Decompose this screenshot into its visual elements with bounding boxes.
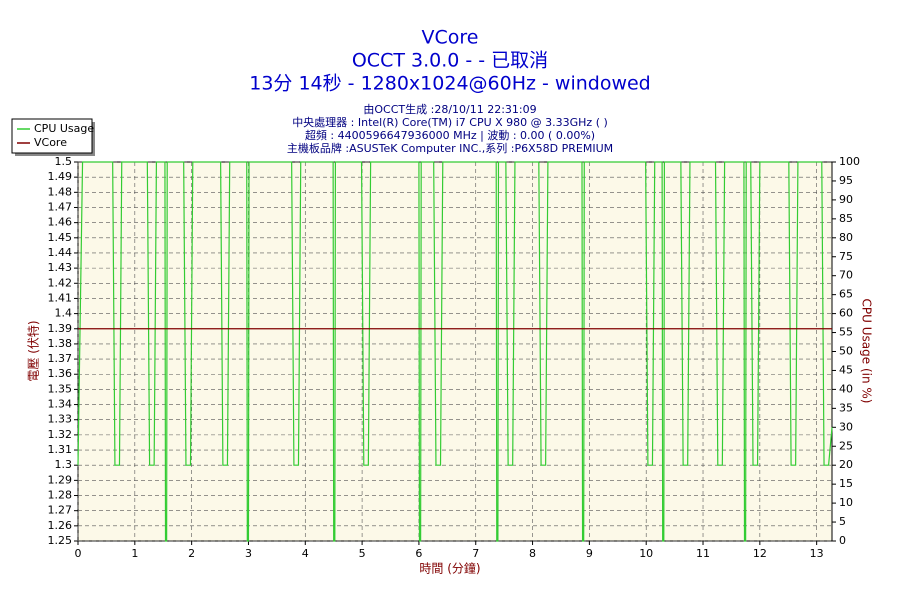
y-tick-label: 1.36 xyxy=(48,367,73,380)
y-tick-label: 1.44 xyxy=(48,246,73,259)
info-line: 由OCCT生成 :28/10/11 22:31:09 xyxy=(363,102,536,116)
y-tick-label: 1.33 xyxy=(48,413,73,426)
y-tick-label: 1.37 xyxy=(48,352,73,365)
x-tick-label: 7 xyxy=(472,547,479,560)
legend-box xyxy=(11,118,93,154)
y-tick-label: 1.48 xyxy=(48,185,73,198)
y2-tick-label: 70 xyxy=(839,269,853,282)
x-tick-label: 1 xyxy=(131,547,138,560)
plot-area xyxy=(77,161,833,542)
y2-tick-label: 5 xyxy=(839,515,846,528)
y-tick-label: 1.32 xyxy=(48,428,73,441)
info-line: 主機板品牌 :ASUSTeK Computer INC.,系列 :P6X58D … xyxy=(287,141,613,155)
y-tick-label: 1.49 xyxy=(48,170,73,183)
x-tick-label: 5 xyxy=(359,547,366,560)
y-tick-label: 1.31 xyxy=(48,443,73,456)
y-tick-label: 1.3 xyxy=(55,458,73,471)
y2-tick-label: 55 xyxy=(839,326,853,339)
x-axis-label: 時間 (分鐘) xyxy=(419,561,480,576)
chart-subtitle: OCCT 3.0.0 - - 已取消 xyxy=(352,50,548,72)
x-tick-label: 2 xyxy=(188,547,195,560)
y-tick-label: 1.5 xyxy=(55,155,73,168)
y-tick-label: 1.27 xyxy=(48,504,73,517)
y-tick-label: 1.29 xyxy=(48,473,73,486)
chart-subtitle: 13分 14秒 - 1280x1024@60Hz - windowed xyxy=(249,73,651,95)
y-tick-label: 1.39 xyxy=(48,322,73,335)
y-tick-label: 1.34 xyxy=(48,398,73,411)
x-tick-label: 3 xyxy=(245,547,252,560)
y-tick-label: 1.26 xyxy=(48,519,73,532)
x-tick-label: 9 xyxy=(586,547,593,560)
y2-axis-label: CPU Usage (in %) xyxy=(860,299,874,404)
y-tick-label: 1.41 xyxy=(48,291,73,304)
y2-tick-label: 10 xyxy=(839,496,853,509)
y2-tick-label: 50 xyxy=(839,345,853,358)
y2-tick-label: 30 xyxy=(839,420,853,433)
y-tick-label: 1.28 xyxy=(48,489,73,502)
y2-tick-label: 90 xyxy=(839,193,853,206)
y2-tick-label: 85 xyxy=(839,212,853,225)
legend-label: CPU Usage xyxy=(34,122,94,135)
series-line xyxy=(77,161,833,542)
info-line: 超頻 : 4400596647936000 MHz | 波動 : 0.00 ( … xyxy=(305,128,595,142)
y-tick-label: 1.46 xyxy=(48,216,73,229)
x-tick-label: 0 xyxy=(75,547,82,560)
y2-tick-label: 0 xyxy=(839,534,846,547)
x-tick-label: 12 xyxy=(753,547,767,560)
chart-title: VCore xyxy=(422,27,479,49)
x-tick-label: 11 xyxy=(696,547,710,560)
y-tick-label: 1.4 xyxy=(55,307,73,320)
x-tick-label: 8 xyxy=(529,547,536,560)
y2-tick-label: 95 xyxy=(839,174,853,187)
y-tick-label: 1.45 xyxy=(48,231,73,244)
y-tick-label: 1.38 xyxy=(48,337,73,350)
y-tick-label: 1.35 xyxy=(48,382,73,395)
info-line: 中央處理器 : Intel(R) Core(TM) i7 CPU X 980 @… xyxy=(292,115,608,129)
y2-tick-label: 35 xyxy=(839,401,853,414)
y2-tick-label: 25 xyxy=(839,439,853,452)
x-tick-label: 13 xyxy=(810,547,824,560)
y-tick-label: 1.43 xyxy=(48,261,73,274)
y-tick-label: 1.25 xyxy=(48,534,73,547)
x-tick-label: 10 xyxy=(639,547,653,560)
y2-tick-label: 40 xyxy=(839,382,853,395)
y2-tick-label: 60 xyxy=(839,307,853,320)
y2-tick-label: 15 xyxy=(839,477,853,490)
y2-tick-label: 45 xyxy=(839,363,853,376)
y2-tick-label: 20 xyxy=(839,458,853,471)
y2-tick-label: 100 xyxy=(839,155,860,168)
legend-label: VCore xyxy=(34,136,67,149)
y-tick-label: 1.42 xyxy=(48,276,73,289)
y-axis-label: 電壓 (伏特) xyxy=(26,320,41,381)
x-tick-label: 6 xyxy=(415,547,422,560)
y-tick-label: 1.47 xyxy=(48,200,73,213)
y2-tick-label: 80 xyxy=(839,231,853,244)
y2-tick-label: 65 xyxy=(839,288,853,301)
y2-tick-label: 75 xyxy=(839,250,853,263)
x-tick-label: 4 xyxy=(302,547,309,560)
